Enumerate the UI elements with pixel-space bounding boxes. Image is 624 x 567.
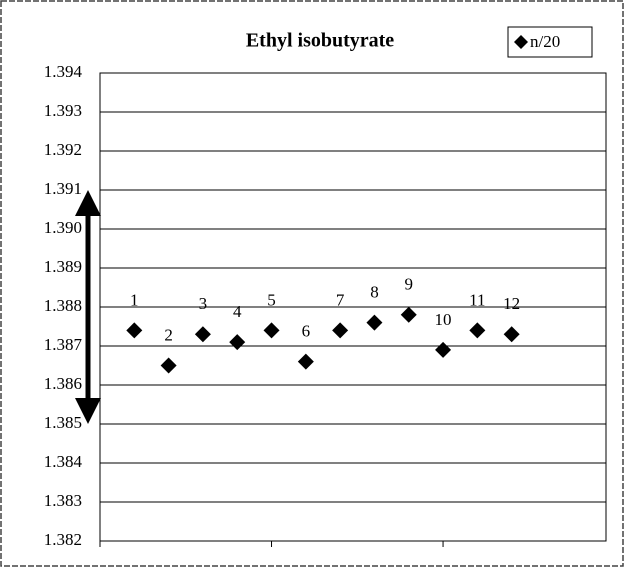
point xyxy=(126,322,143,339)
point xyxy=(366,314,383,331)
point-label: 7 xyxy=(336,290,345,309)
y-tick-label: 1.394 xyxy=(44,62,83,81)
point xyxy=(435,341,452,358)
y-tick-label: 1.389 xyxy=(44,257,82,276)
y-tick-label: 1.391 xyxy=(44,179,82,198)
point-label: 1 xyxy=(130,290,139,309)
point-label: 4 xyxy=(233,302,242,321)
point xyxy=(297,353,314,370)
arrow-head xyxy=(75,190,101,216)
y-tick-label: 1.382 xyxy=(44,530,82,549)
point-label: 3 xyxy=(199,294,208,313)
point xyxy=(160,357,177,374)
point xyxy=(400,306,417,323)
point-label: 10 xyxy=(435,310,452,329)
point xyxy=(194,326,211,343)
y-tick-label: 1.384 xyxy=(44,452,83,471)
y-tick-label: 1.393 xyxy=(44,101,82,120)
point-label: 8 xyxy=(370,283,379,302)
point xyxy=(503,326,520,343)
y-tick-label: 1.387 xyxy=(44,335,83,354)
y-tick-label: 1.388 xyxy=(44,296,82,315)
point xyxy=(469,322,486,339)
point-label: 6 xyxy=(302,322,311,341)
point xyxy=(332,322,349,339)
legend-marker xyxy=(514,35,528,49)
point xyxy=(263,322,280,339)
chart-title: Ethyl isobutyrate xyxy=(246,30,394,52)
legend-label: n/20 xyxy=(530,32,560,51)
point-label: 2 xyxy=(164,325,173,344)
y-tick-label: 1.383 xyxy=(44,491,82,510)
point-label: 5 xyxy=(267,290,276,309)
y-tick-label: 1.392 xyxy=(44,140,82,159)
y-tick-label: 1.386 xyxy=(44,374,82,393)
y-tick-label: 1.390 xyxy=(44,218,82,237)
y-tick-label: 1.385 xyxy=(44,413,82,432)
point-label: 11 xyxy=(469,290,485,309)
point-label: 12 xyxy=(503,294,520,313)
point-label: 9 xyxy=(404,275,413,294)
point xyxy=(229,334,246,351)
arrow-head xyxy=(75,398,101,424)
